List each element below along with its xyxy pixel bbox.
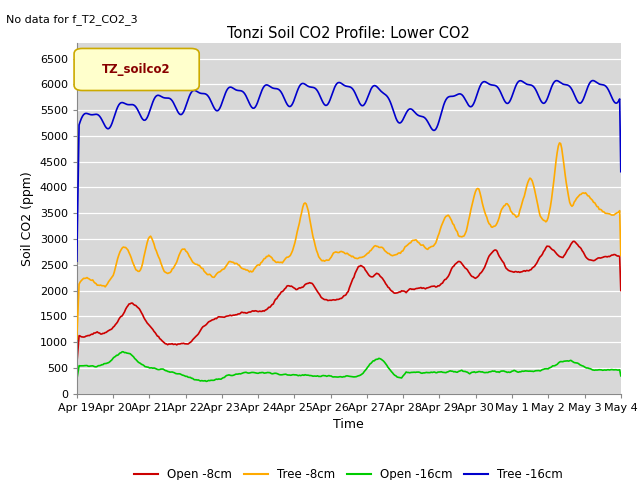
- Legend: Open -8cm, Tree -8cm, Open -16cm, Tree -16cm: Open -8cm, Tree -8cm, Open -16cm, Tree -…: [130, 463, 568, 480]
- FancyBboxPatch shape: [74, 48, 199, 91]
- Text: TZ_soilco2: TZ_soilco2: [102, 63, 171, 76]
- Title: Tonzi Soil CO2 Profile: Lower CO2: Tonzi Soil CO2 Profile: Lower CO2: [227, 25, 470, 41]
- Text: No data for f_T2_CO2_3: No data for f_T2_CO2_3: [6, 14, 138, 25]
- Y-axis label: Soil CO2 (ppm): Soil CO2 (ppm): [21, 171, 34, 266]
- X-axis label: Time: Time: [333, 418, 364, 431]
